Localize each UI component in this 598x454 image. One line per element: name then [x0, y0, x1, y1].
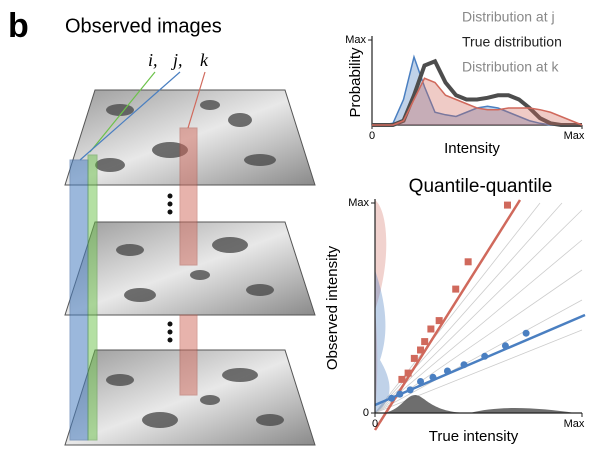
column-label: k	[200, 50, 209, 70]
point	[388, 395, 395, 402]
legend-entry: Distribution at j	[462, 9, 555, 25]
point	[396, 391, 403, 398]
point	[417, 347, 424, 354]
x-tick-label: 0	[372, 418, 378, 430]
point	[436, 317, 443, 324]
point	[481, 353, 488, 360]
y-axis-label: Probability	[347, 47, 364, 118]
point	[452, 286, 459, 293]
legend-entry: Distribution at k	[462, 59, 559, 75]
point	[523, 330, 530, 337]
column-label: j,	[171, 50, 183, 70]
marginal-true	[380, 395, 575, 413]
point	[417, 378, 424, 385]
point	[504, 202, 511, 209]
y-tick-label: Max	[348, 197, 369, 209]
point	[461, 361, 468, 368]
chart-title: Quantile-quantile	[409, 176, 553, 197]
legend-entry: True distribution	[462, 34, 562, 50]
x-axis-label: Intensity	[444, 140, 500, 157]
point	[444, 368, 451, 375]
figure: b Observed images i, j, k Ma	[0, 0, 598, 454]
point	[405, 370, 412, 377]
x-tick-label: Max	[564, 130, 585, 142]
point	[427, 326, 434, 333]
point	[398, 376, 405, 383]
point	[421, 338, 428, 345]
y-axis-label: Observed intensity	[324, 245, 341, 370]
point	[465, 258, 472, 265]
point	[407, 386, 414, 393]
fit-j	[375, 315, 585, 405]
y-tick-label: 0	[363, 407, 369, 419]
image-stack	[65, 72, 315, 445]
y-tick-label: Max	[345, 34, 366, 46]
x-axis-label: True intensity	[429, 428, 519, 445]
column-label: i,	[148, 50, 158, 70]
page: b Observed images i, j, k Ma	[0, 0, 598, 454]
point	[411, 355, 418, 362]
point	[502, 342, 509, 349]
x-tick-label: Max	[564, 418, 585, 430]
x-tick-label: 0	[369, 130, 375, 142]
panel-label: b	[8, 7, 29, 45]
point	[429, 374, 436, 381]
images-title: Observed images	[65, 15, 222, 37]
marginal-j	[375, 270, 390, 413]
